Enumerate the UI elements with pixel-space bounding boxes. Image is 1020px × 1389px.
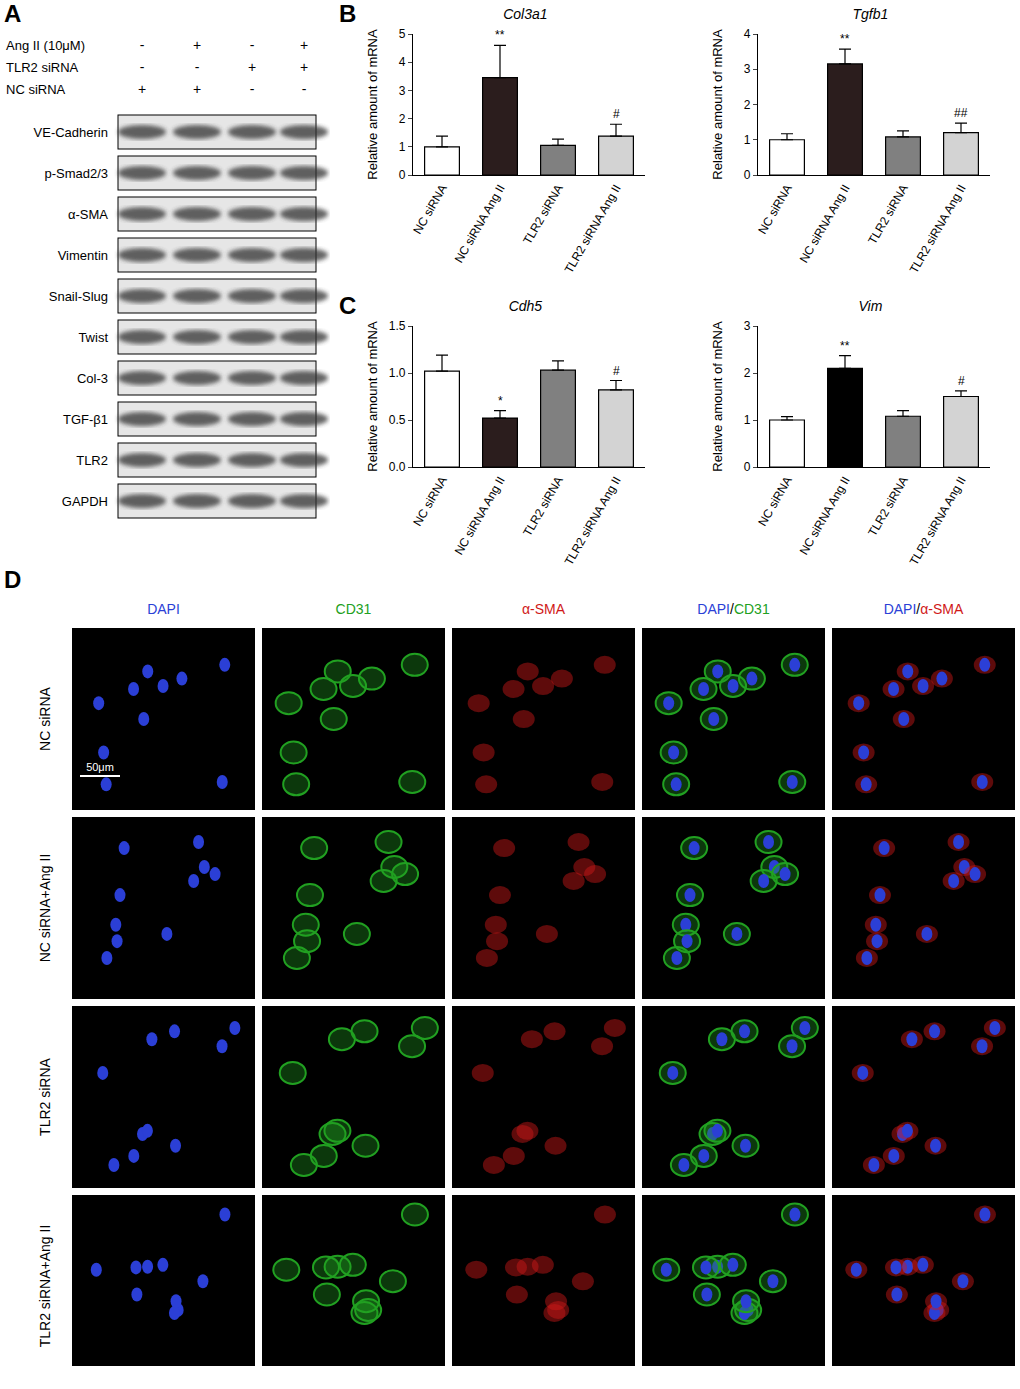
svg-text:Vim: Vim — [858, 298, 882, 314]
svg-text:5: 5 — [399, 27, 406, 41]
svg-text:-: - — [302, 81, 307, 97]
svg-text:CD31: CD31 — [336, 601, 372, 617]
svg-text:Tgfb1: Tgfb1 — [852, 6, 888, 22]
svg-text:NC siRNA: NC siRNA — [755, 182, 794, 236]
svg-text:2: 2 — [744, 366, 751, 380]
svg-text:1: 1 — [399, 140, 406, 154]
svg-text:NC siRNA+Ang II: NC siRNA+Ang II — [37, 854, 53, 963]
svg-text:Relative amount of mRNA: Relative amount of mRNA — [365, 321, 380, 472]
svg-text:2: 2 — [399, 112, 406, 126]
svg-text:Col3a1: Col3a1 — [503, 6, 547, 22]
svg-text:NC siRNA Ang II: NC siRNA Ang II — [452, 182, 508, 265]
svg-text:1.5: 1.5 — [389, 319, 406, 333]
svg-text:4: 4 — [399, 55, 406, 69]
svg-text:#: # — [613, 107, 620, 121]
svg-text:**: ** — [840, 339, 850, 353]
svg-text:TLR2: TLR2 — [76, 453, 108, 468]
svg-text:+: + — [193, 37, 201, 53]
svg-text:α-SMA: α-SMA — [68, 207, 108, 222]
svg-text:##: ## — [954, 106, 968, 120]
svg-text:+: + — [193, 81, 201, 97]
svg-text:**: ** — [840, 32, 850, 46]
svg-text:**: ** — [495, 28, 505, 42]
svg-text:Cdh5: Cdh5 — [509, 298, 543, 314]
html-text:D: D — [4, 566, 22, 593]
svg-text:Snail-Slug: Snail-Slug — [49, 289, 108, 304]
svg-text:0: 0 — [744, 460, 751, 474]
svg-text:+: + — [138, 81, 146, 97]
html-text:A: A — [4, 0, 22, 27]
svg-text:NC siRNA: NC siRNA — [755, 474, 794, 528]
svg-text:4: 4 — [744, 27, 751, 41]
svg-text:NC siRNA Ang II: NC siRNA Ang II — [797, 474, 853, 557]
svg-text:3: 3 — [744, 62, 751, 76]
svg-text:VE-Cadherin: VE-Cadherin — [34, 125, 108, 140]
svg-text:Relative amount of mRNA: Relative amount of mRNA — [365, 29, 380, 180]
svg-text:1.0: 1.0 — [389, 366, 406, 380]
svg-text:TLR2 siRNA: TLR2 siRNA — [520, 182, 565, 247]
svg-text:Twist: Twist — [78, 330, 108, 345]
svg-text:-: - — [250, 37, 255, 53]
svg-text:TLR2 siRNA: TLR2 siRNA — [520, 474, 565, 539]
svg-text:-: - — [140, 59, 145, 75]
svg-text:+: + — [300, 37, 308, 53]
svg-text:3: 3 — [399, 84, 406, 98]
svg-text:3: 3 — [744, 319, 751, 333]
svg-text:*: * — [498, 394, 503, 408]
svg-text:-: - — [140, 37, 145, 53]
svg-text:NC siRNA: NC siRNA — [6, 82, 66, 97]
svg-text:p-Smad2/3: p-Smad2/3 — [44, 166, 108, 181]
svg-text:TGF-β1: TGF-β1 — [63, 412, 108, 427]
svg-text:-: - — [250, 81, 255, 97]
svg-text:1: 1 — [744, 133, 751, 147]
svg-text:DAPI: DAPI — [147, 601, 180, 617]
svg-text:NC siRNA: NC siRNA — [410, 474, 449, 528]
svg-text:GAPDH: GAPDH — [62, 494, 108, 509]
svg-text:NC siRNA: NC siRNA — [410, 182, 449, 236]
svg-text:NC siRNA: NC siRNA — [37, 686, 53, 750]
svg-text:Ang II (10μM): Ang II (10μM) — [6, 38, 85, 53]
svg-text:TLR2 siRNA: TLR2 siRNA — [6, 60, 79, 75]
svg-text:0: 0 — [744, 168, 751, 182]
svg-text:Vimentin: Vimentin — [58, 248, 108, 263]
svg-text:1: 1 — [744, 413, 751, 427]
svg-text:Relative amount of mRNA: Relative amount of mRNA — [710, 29, 725, 180]
svg-text:#: # — [613, 364, 620, 378]
svg-text:TLR2 siRNA Ang II: TLR2 siRNA Ang II — [907, 474, 969, 568]
svg-text:0: 0 — [399, 168, 406, 182]
svg-text:-: - — [195, 59, 200, 75]
html-text:B: B — [339, 0, 357, 27]
svg-text:TLR2 siRNA: TLR2 siRNA — [865, 182, 910, 247]
svg-text:DAPI/CD31: DAPI/CD31 — [697, 601, 770, 617]
svg-text:2: 2 — [744, 98, 751, 112]
svg-text:TLR2 siRNA Ang II: TLR2 siRNA Ang II — [907, 182, 969, 276]
svg-text:TLR2 siRNA: TLR2 siRNA — [865, 474, 910, 539]
svg-text:0.0: 0.0 — [389, 460, 406, 474]
svg-text:NC siRNA Ang II: NC siRNA Ang II — [797, 182, 853, 265]
svg-text:Relative amount of mRNA: Relative amount of mRNA — [710, 321, 725, 472]
svg-text:TLR2 siRNA+Ang II: TLR2 siRNA+Ang II — [37, 1225, 53, 1348]
html-text:C: C — [339, 292, 357, 319]
svg-text:50μm: 50μm — [86, 761, 114, 773]
svg-text:α-SMA: α-SMA — [522, 601, 566, 617]
svg-text:TLR2 siRNA: TLR2 siRNA — [37, 1057, 53, 1135]
svg-text:#: # — [958, 374, 965, 388]
svg-text:0.5: 0.5 — [389, 413, 406, 427]
svg-text:TLR2 siRNA Ang II: TLR2 siRNA Ang II — [562, 474, 624, 568]
svg-text:+: + — [300, 59, 308, 75]
svg-text:DAPI/α-SMA: DAPI/α-SMA — [884, 601, 964, 617]
svg-text:TLR2 siRNA Ang II: TLR2 siRNA Ang II — [562, 182, 624, 276]
svg-text:+: + — [248, 59, 256, 75]
svg-text:Col-3: Col-3 — [77, 371, 108, 386]
svg-text:NC siRNA Ang II: NC siRNA Ang II — [452, 474, 508, 557]
